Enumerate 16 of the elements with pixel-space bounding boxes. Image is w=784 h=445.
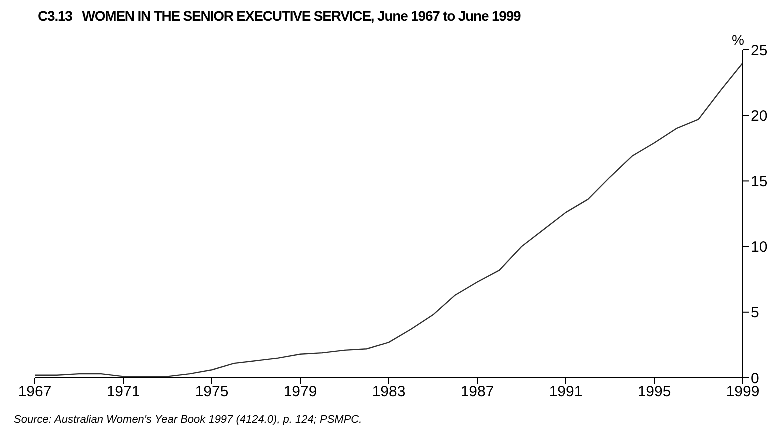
- y-tick-label: 20: [751, 108, 768, 125]
- y-tick-label: 15: [751, 174, 768, 191]
- x-tick-label: 1967: [18, 384, 52, 401]
- y-axis-title: %: [732, 32, 744, 48]
- y-tick-label: 5: [751, 304, 760, 322]
- x-tick-label: 1995: [638, 384, 672, 401]
- x-tick-label: 1991: [549, 384, 583, 401]
- x-tick-label: 1971: [106, 384, 140, 401]
- source-note: Source: Australian Women's Year Book 1997 (4124.0), p. 124; PSMPC.: [13, 414, 364, 426]
- x-tick-label: 1983: [372, 384, 406, 401]
- y-tick-label: 25: [751, 42, 768, 60]
- x-tick-label: 1987: [460, 384, 494, 401]
- chart-title: C3.13 WOMEN IN THE SENIOR EXECUTIVE SERVICE, June 1967 to June 1999: [37, 8, 522, 26]
- y-tick-label: 10: [751, 239, 768, 256]
- x-tick-label: 1975: [195, 384, 229, 401]
- x-tick-label: 1979: [284, 384, 318, 401]
